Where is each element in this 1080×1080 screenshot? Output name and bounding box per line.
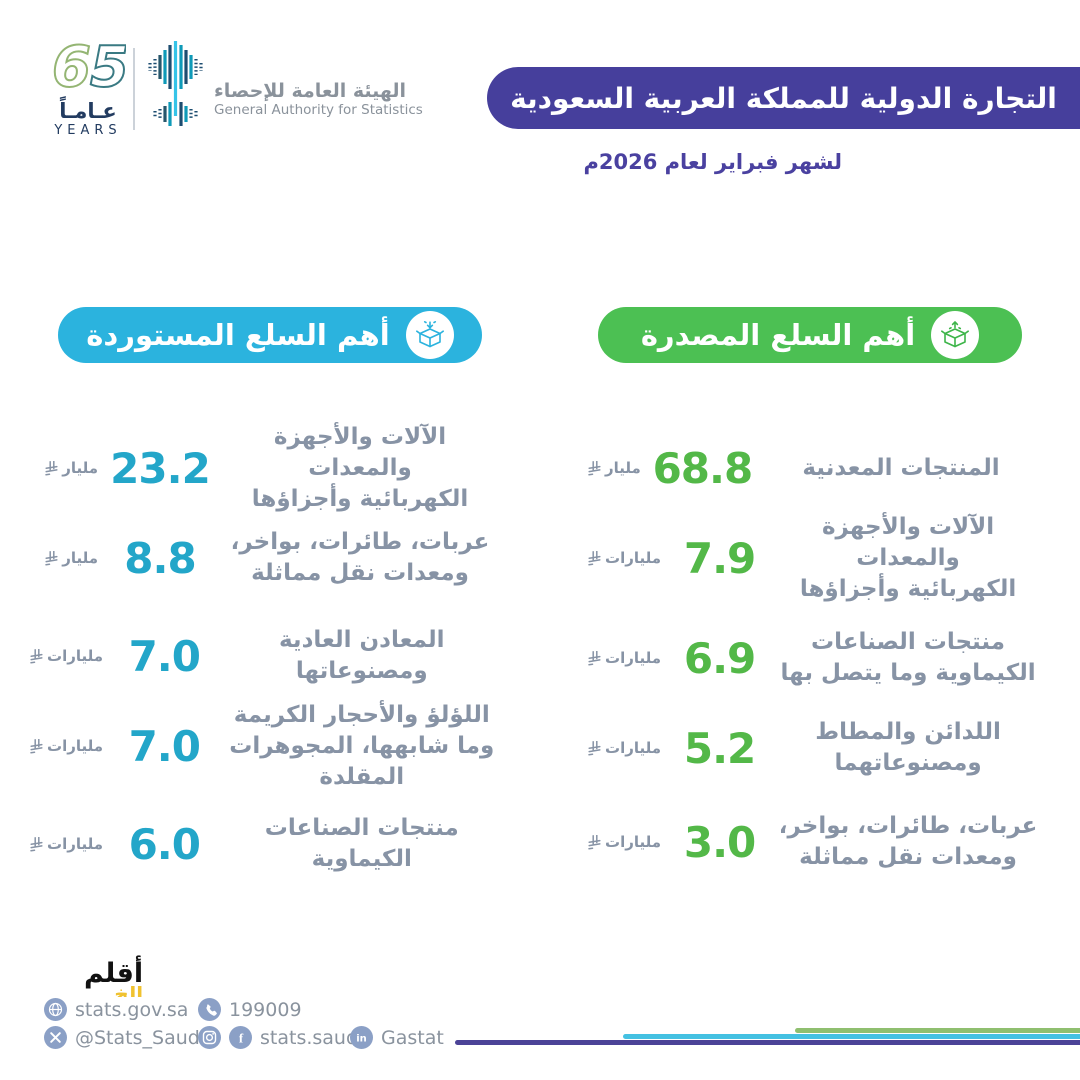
import-item-row: منتجات الصناعات الكيماوية 6.0 مليارات [30, 798, 500, 890]
item-unit: مليار [588, 459, 641, 477]
riyal-symbol-icon [588, 834, 601, 850]
item-unit: مليار [45, 459, 98, 477]
export-item-row: المنتجات المعدنية 68.8 مليار [588, 422, 1040, 514]
item-value: 6.0 [128, 819, 201, 869]
phone-icon [198, 998, 221, 1021]
item-value: 8.8 [124, 533, 196, 583]
title-banner: التجارة الدولية للمملكة العربية السعودية [487, 67, 1080, 129]
export-item-row: اللدائن والمطاط ومصنوعاتهما 5.2 مليارات [588, 702, 1040, 794]
item-unit: مليارات [30, 647, 103, 665]
item-unit: مليارات [30, 737, 103, 755]
x-handle-label: @Stats_Saudi [75, 1026, 206, 1049]
imports-header-pill: أهم السلع المستوردة [58, 307, 482, 363]
export-item-row: الآلات والأجهزة والمعدات الكهربائية وأجزا… [588, 512, 1040, 604]
facebook-icon: f [229, 1026, 252, 1049]
phone-link[interactable]: 199009 [198, 998, 302, 1021]
gastat-english-name: General Authority for Statistics [214, 102, 423, 118]
item-label: المعادن العادية ومصنوعاتها [278, 627, 445, 684]
item-label: منتجات الصناعات الكيماوية [264, 815, 459, 872]
linkedin-label: Gastat [381, 1026, 444, 1049]
years-english-label: YEARS [54, 123, 122, 138]
export-item-row: عربات، طائرات، بواخر، ومعدات نقل مماثلة 3… [588, 796, 1040, 888]
import-item-row: عربات، طائرات، بواخر، ومعدات نقل مماثلة 8… [30, 512, 500, 604]
item-label: الآلات والأجهزة والمعدات الكهربائية وأجزا… [799, 513, 1017, 602]
import-item-row: اللؤلؤ والأحجار الكريمة وما شابهها، المجو… [30, 700, 500, 792]
export-item-row: منتجات الصناعات الكيماوية وما يتصل بها 6.… [588, 612, 1040, 704]
riyal-symbol-icon [588, 550, 601, 566]
item-unit: مليارات [588, 649, 661, 667]
riyal-symbol-icon [45, 460, 58, 476]
item-value: 7.9 [683, 533, 756, 583]
65-digits: 6 5 [51, 34, 130, 101]
page-title: التجارة الدولية للمملكة العربية السعودية [510, 81, 1057, 115]
anniversary-65-logo: 6 5 عـامـاً YEARS [48, 34, 130, 138]
item-label: منتجات الصناعات الكيماوية وما يتصل بها [780, 629, 1036, 686]
item-label: المنتجات المعدنية [802, 454, 1000, 481]
years-arabic-label: عـامـاً [59, 99, 117, 123]
svg-text:in: in [356, 1034, 367, 1045]
linkedin-icon: in [350, 1026, 373, 1049]
x-icon [44, 1026, 67, 1049]
riyal-symbol-icon [30, 648, 43, 664]
svg-text:6: 6 [52, 38, 91, 96]
exports-header-pill: أهم السلع المصدرة [598, 307, 1022, 363]
item-label: الآلات والأجهزة والمعدات الكهربائية وأجزا… [251, 423, 469, 512]
svg-text:f: f [239, 1031, 244, 1046]
imports-header-label: أهم السلع المستوردة [86, 318, 390, 352]
import-item-row: الآلات والأجهزة والمعدات الكهربائية وأجزا… [30, 422, 500, 514]
x-link[interactable]: @Stats_Saudi [44, 1026, 205, 1049]
svg-text:5: 5 [90, 38, 126, 96]
decor-line-green [795, 1028, 1080, 1033]
decor-line-purple [455, 1040, 1080, 1045]
item-value: 7.0 [128, 721, 201, 771]
item-value: 6.9 [683, 633, 756, 683]
website-label: stats.gov.sa [75, 998, 189, 1021]
item-unit: مليار [45, 549, 98, 567]
riyal-symbol-icon [588, 740, 601, 756]
item-unit: مليارات [30, 835, 103, 853]
riyal-symbol-icon [30, 836, 43, 852]
item-unit: مليارات [588, 739, 661, 757]
riyal-symbol-icon [588, 460, 601, 476]
exports-header-label: أهم السلع المصدرة [640, 318, 916, 352]
website-link[interactable]: stats.gov.sa [44, 998, 188, 1021]
item-unit: مليارات [588, 549, 661, 567]
item-label: عربات، طائرات، بواخر، ومعدات نقل مماثلة [778, 813, 1038, 870]
watermark-subtext: الخ [114, 984, 144, 997]
item-unit: مليارات [588, 833, 661, 851]
import-item-row: المعادن العادية ومصنوعاتها 7.0 مليارات [30, 610, 500, 702]
export-box-icon [931, 311, 980, 359]
item-value: 3.0 [683, 817, 756, 867]
instagram-icon [198, 1026, 221, 1049]
watermark-text: أقلم [84, 958, 144, 989]
report-period-subtitle: لشهر فبراير لعام 2026م [583, 150, 842, 174]
riyal-symbol-icon [45, 550, 58, 566]
gastat-wordmark: الهيئة العامة للإحصاء General Authority … [214, 80, 423, 119]
logo-divider [133, 48, 135, 130]
linkedin-link[interactable]: in Gastat [350, 1026, 444, 1049]
phone-label: 199009 [229, 998, 302, 1021]
item-label: اللدائن والمطاط ومصنوعاتهما [815, 719, 1001, 776]
item-value: 5.2 [683, 723, 756, 773]
decor-line-cyan [623, 1034, 1080, 1039]
riyal-symbol-icon [588, 650, 601, 666]
item-value: 68.8 [652, 443, 754, 493]
gastat-logo-icon [148, 41, 203, 126]
item-label: اللؤلؤ والأحجار الكريمة وما شابهها، المجو… [229, 701, 495, 790]
riyal-symbol-icon [30, 738, 43, 754]
globe-icon [44, 998, 67, 1021]
import-box-icon [405, 311, 454, 359]
item-label: عربات، طائرات، بواخر، ومعدات نقل مماثلة [230, 529, 490, 586]
instagram-facebook-link[interactable]: f stats.saudi [198, 1026, 363, 1049]
gastat-arabic-name: الهيئة العامة للإحصاء [214, 80, 407, 102]
watermark: أقلم الخ [84, 958, 144, 998]
social-handle-label: stats.saudi [260, 1026, 364, 1049]
item-value: 23.2 [110, 443, 211, 493]
item-value: 7.0 [128, 631, 201, 681]
